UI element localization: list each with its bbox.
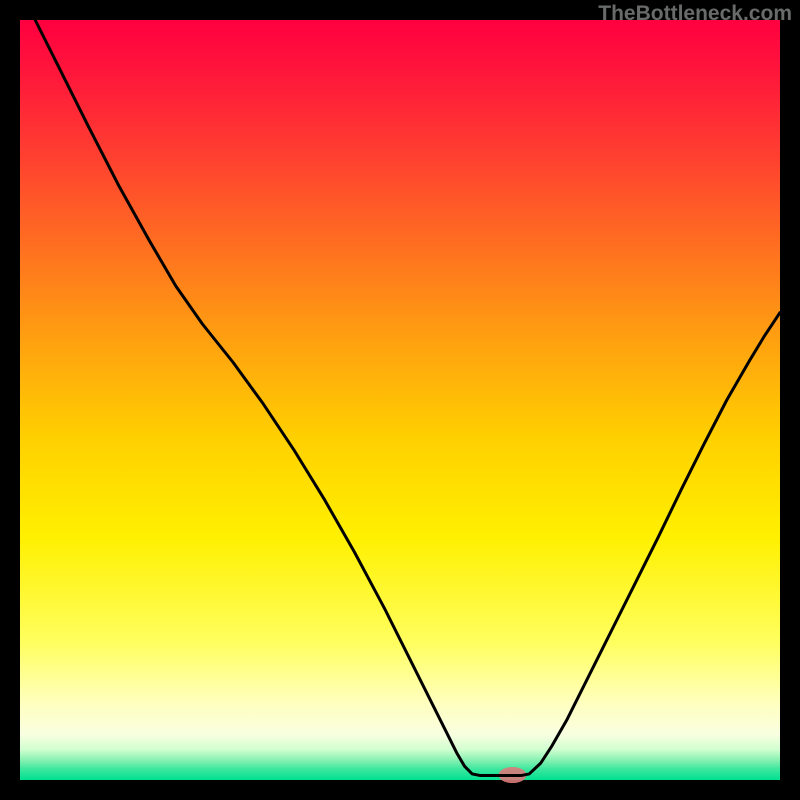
chart-svg bbox=[0, 0, 800, 800]
watermark-text: TheBottleneck.com bbox=[598, 2, 792, 26]
bottleneck-chart: TheBottleneck.com bbox=[0, 0, 800, 800]
